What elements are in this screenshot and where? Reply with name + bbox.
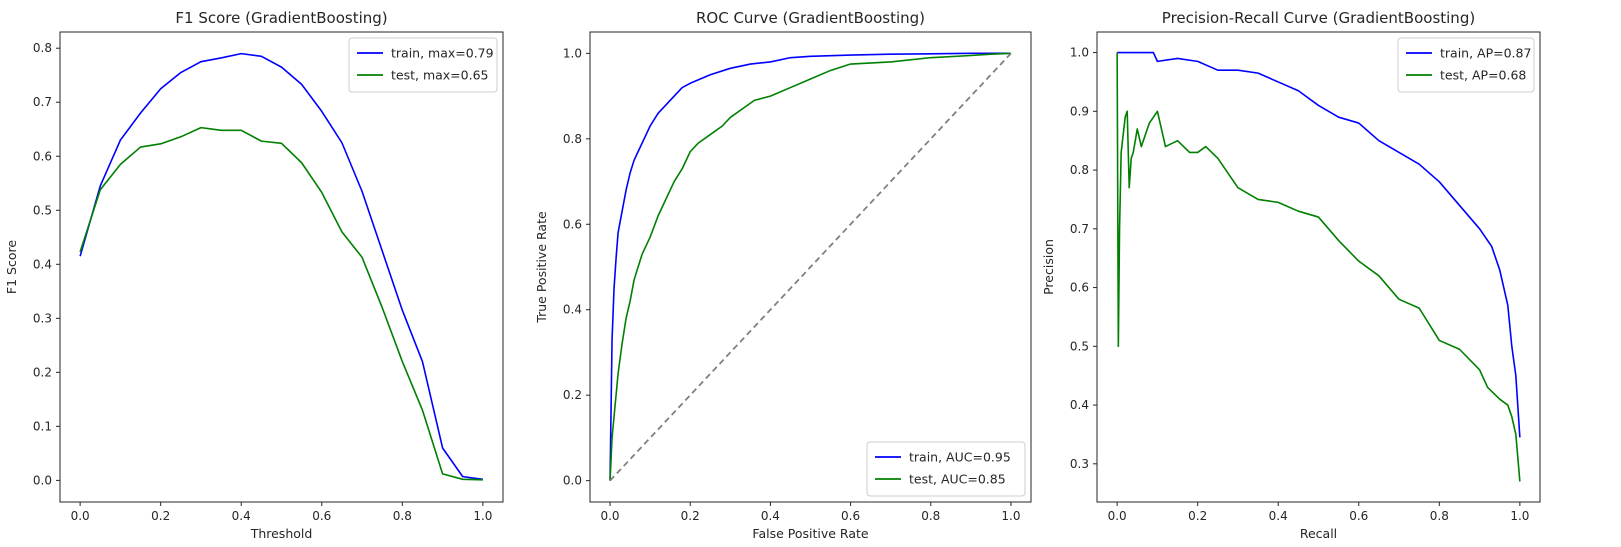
series-line-2 bbox=[1116, 52, 1521, 482]
y-tick-label: 0.2 bbox=[563, 388, 582, 402]
plot-frame bbox=[59, 31, 504, 503]
y-tick-label: 0.0 bbox=[33, 473, 52, 487]
plot-frame bbox=[589, 31, 1032, 503]
y-axis-label: True Positive Rate bbox=[534, 211, 549, 324]
x-tick-label: 1.0 bbox=[473, 509, 492, 523]
x-tick-label: 1.0 bbox=[1510, 509, 1529, 523]
x-tick-label: 1.0 bbox=[1001, 509, 1020, 523]
y-tick-label: 0.1 bbox=[33, 419, 52, 433]
series-line-2 bbox=[609, 52, 1011, 481]
chart-title: Precision-Recall Curve (GradientBoosting… bbox=[1162, 9, 1475, 27]
legend-entry-label: train, AP=0.87 bbox=[1440, 46, 1531, 61]
x-axis-label: Threshold bbox=[250, 526, 313, 541]
x-tick-label: 0.2 bbox=[1188, 509, 1207, 523]
y-tick-label: 0.8 bbox=[33, 41, 52, 55]
legend: train, AUC=0.95 test, AUC=0.85 bbox=[866, 441, 1026, 497]
y-tick-label: 0.8 bbox=[563, 132, 582, 146]
x-tick-label: 0.6 bbox=[1349, 509, 1368, 523]
x-tick-label: 0.8 bbox=[393, 509, 412, 523]
plot-frame bbox=[1096, 31, 1541, 503]
y-axis-label: Precision bbox=[1041, 239, 1056, 295]
series-line-2 bbox=[79, 126, 483, 481]
x-tick-label: 0.2 bbox=[151, 509, 170, 523]
y-tick-label: 0.7 bbox=[33, 95, 52, 109]
x-tick-label: 0.4 bbox=[761, 509, 780, 523]
y-tick-label: 0.0 bbox=[563, 474, 582, 488]
y-tick-label: 0.4 bbox=[33, 257, 52, 271]
y-tick-label: 0.4 bbox=[1070, 398, 1089, 412]
y-tick-label: 0.8 bbox=[1070, 163, 1089, 177]
legend-box bbox=[866, 441, 1026, 497]
legend-entry-label: test, AP=0.68 bbox=[1440, 68, 1526, 83]
x-tick-label: 0.4 bbox=[232, 509, 251, 523]
diagonal-reference-line bbox=[609, 52, 1012, 482]
y-tick-label: 1.0 bbox=[1070, 46, 1089, 60]
y-tick-label: 0.3 bbox=[33, 311, 52, 325]
x-tick-label: 0.2 bbox=[681, 509, 700, 523]
y-tick-label: 0.6 bbox=[33, 149, 52, 163]
y-tick-label: 0.3 bbox=[1070, 457, 1089, 471]
x-tick-label: 0.8 bbox=[921, 509, 940, 523]
legend-entry-label: train, max=0.79 bbox=[391, 46, 494, 61]
chart-title: ROC Curve (GradientBoosting) bbox=[696, 9, 925, 27]
legend-box bbox=[348, 37, 498, 93]
x-tick-label: 0.0 bbox=[71, 509, 90, 523]
legend-box bbox=[1397, 37, 1535, 93]
x-tick-label: 0.4 bbox=[1269, 509, 1288, 523]
y-tick-label: 0.5 bbox=[1070, 339, 1089, 353]
y-tick-label: 0.9 bbox=[1070, 104, 1089, 118]
x-axis-label: Recall bbox=[1300, 526, 1337, 541]
x-tick-label: 0.6 bbox=[312, 509, 331, 523]
legend-entry-label: train, AUC=0.95 bbox=[909, 450, 1011, 465]
y-tick-label: 0.6 bbox=[563, 217, 582, 231]
series-line-1 bbox=[609, 52, 1011, 481]
x-tick-label: 0.0 bbox=[600, 509, 619, 523]
chart-panel-3: Precision-Recall Curve (GradientBoosting… bbox=[1041, 9, 1541, 541]
y-axis-label: F1 Score bbox=[4, 240, 19, 294]
legend-entry-label: test, AUC=0.85 bbox=[909, 472, 1006, 487]
x-tick-label: 0.8 bbox=[1430, 509, 1449, 523]
y-tick-label: 0.7 bbox=[1070, 222, 1089, 236]
chart-panel-1: F1 Score (GradientBoosting) 0.0 0.2 0.4 0.6 0… bbox=[4, 9, 504, 541]
y-tick-label: 0.2 bbox=[33, 365, 52, 379]
legend-entry-label: test, max=0.65 bbox=[391, 68, 489, 83]
y-tick-label: 0.5 bbox=[33, 203, 52, 217]
y-tick-label: 0.6 bbox=[1070, 281, 1089, 295]
legend: train, max=0.79 test, max=0.65 bbox=[348, 37, 498, 93]
chart-title: F1 Score (GradientBoosting) bbox=[175, 9, 387, 27]
chart-panel-2: ROC Curve (GradientBoosting) 0.0 0.2 0.4 0.6… bbox=[534, 9, 1032, 541]
y-tick-label: 0.4 bbox=[563, 303, 582, 317]
x-axis-label: False Positive Rate bbox=[752, 526, 868, 541]
series-line-1 bbox=[1117, 51, 1521, 438]
y-tick-label: 1.0 bbox=[563, 46, 582, 60]
x-tick-label: 0.6 bbox=[841, 509, 860, 523]
legend: train, AP=0.87 test, AP=0.68 bbox=[1397, 37, 1535, 93]
series-line-1 bbox=[79, 52, 483, 481]
x-tick-label: 0.0 bbox=[1108, 509, 1127, 523]
